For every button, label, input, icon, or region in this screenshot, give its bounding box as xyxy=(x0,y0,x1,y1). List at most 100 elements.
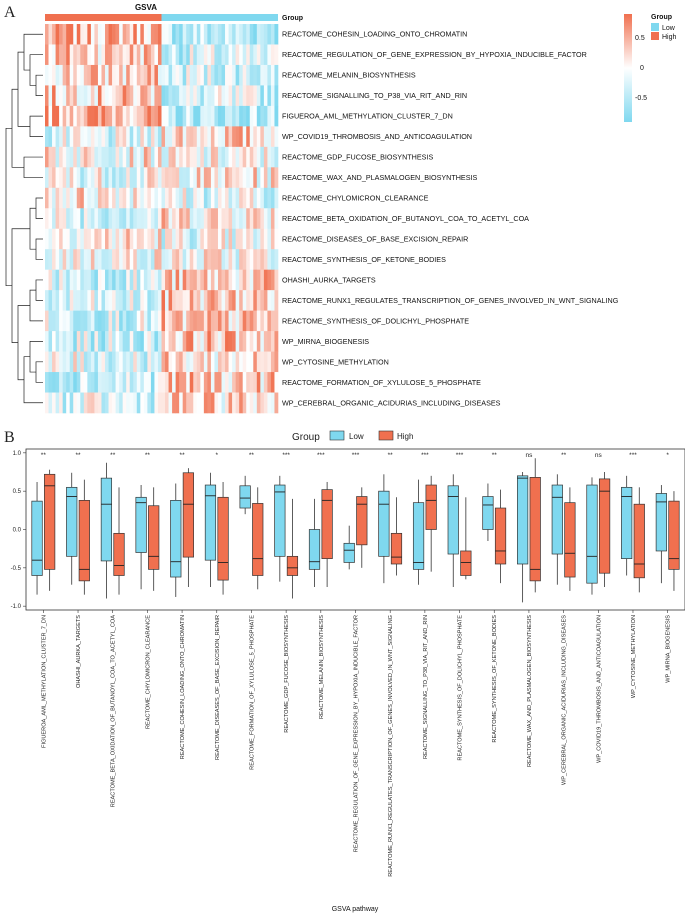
heatmap-cell xyxy=(112,269,116,291)
heatmap-cell xyxy=(73,208,78,230)
heatmap-cell xyxy=(256,269,261,291)
heatmap-cell xyxy=(232,351,236,373)
heatmap-cell xyxy=(122,24,127,45)
heatmap-cell xyxy=(270,44,275,66)
heatmap-cell xyxy=(179,290,183,311)
box-high xyxy=(633,487,645,593)
heatmap-cell xyxy=(76,85,81,107)
heatmap-cell xyxy=(274,331,279,352)
heatmap-cell xyxy=(221,310,226,332)
heatmap-cell xyxy=(242,146,247,168)
heatmap-cell xyxy=(147,310,152,332)
heatmap-cell xyxy=(270,24,275,45)
heatmap-cell xyxy=(175,331,180,352)
heatmap-cell xyxy=(214,85,219,107)
heatmap-cell xyxy=(150,392,155,414)
heatmap-cell xyxy=(242,249,247,270)
heatmap-cell xyxy=(274,290,279,311)
heatmap-cell xyxy=(200,228,205,250)
box-high xyxy=(598,472,611,587)
heatmap-cell xyxy=(165,290,169,311)
heatmap-cell xyxy=(210,187,215,209)
heatmap-cell xyxy=(274,167,279,189)
heatmap-cell xyxy=(256,64,261,86)
box-high xyxy=(321,481,333,587)
heatmap-cell xyxy=(228,105,233,127)
heatmap-cell xyxy=(90,126,95,148)
heatmap-cell xyxy=(253,126,258,148)
heatmap-cell xyxy=(133,228,138,250)
heatmap-legend-title: Group xyxy=(651,14,672,21)
heatmap-cell xyxy=(235,187,240,209)
boxplot-x-tick-labels: FIGUEROA_AML_METHYLATION_CLUSTER_7_DN OHA… xyxy=(41,610,672,877)
heatmap-cell xyxy=(172,44,176,66)
heatmap-cell xyxy=(73,228,78,250)
heatmap-cell xyxy=(76,249,81,270)
heatmap-cell xyxy=(52,372,56,393)
heatmap-cell xyxy=(165,249,169,270)
heatmap-cell xyxy=(105,146,109,168)
heatmap-cell xyxy=(66,269,71,291)
heatmap-cell xyxy=(193,249,198,270)
heatmap-cell xyxy=(136,44,141,66)
heatmap-cell xyxy=(239,331,243,352)
x-tick-label: WP_COVID19_THROMBOSIS_AND_ANTICOAGULATIO… xyxy=(596,615,602,763)
heatmap-cell xyxy=(210,228,215,250)
heatmap-cell xyxy=(249,208,254,230)
heatmap-cell xyxy=(242,228,247,250)
heatmap-cell xyxy=(256,290,261,311)
heatmap-cell xyxy=(136,269,141,291)
heatmap-cell xyxy=(55,310,60,332)
heatmap-cell xyxy=(105,290,109,311)
dendrogram-branch xyxy=(23,156,43,178)
heatmap-cell xyxy=(136,85,141,107)
heatmap-cell xyxy=(221,351,226,373)
heatmap-cell xyxy=(59,187,63,209)
heatmap-cell xyxy=(108,372,113,393)
heatmap-cell xyxy=(235,392,240,414)
heatmap-cell xyxy=(76,105,81,127)
heatmap-cell xyxy=(175,249,180,270)
heatmap-cell xyxy=(161,249,166,270)
heatmap-cell xyxy=(108,24,113,45)
heatmap-cell xyxy=(263,310,268,332)
heatmap-cell xyxy=(55,146,60,168)
heatmap-cell xyxy=(150,351,155,373)
heatmap-cell xyxy=(94,24,99,45)
heatmap-cell xyxy=(69,146,74,168)
heatmap-cell xyxy=(62,146,67,168)
box-iqr xyxy=(412,502,425,570)
heatmap-cell xyxy=(225,126,229,148)
heatmap-cell xyxy=(129,105,134,127)
heatmap-cell xyxy=(115,85,120,107)
heatmap-cell xyxy=(263,290,268,311)
heatmap-cell xyxy=(101,126,106,148)
heatmap-cell xyxy=(193,187,198,209)
heatmap-cell xyxy=(179,310,183,332)
heatmap-cell xyxy=(228,372,233,393)
heatmap-cell xyxy=(172,167,176,189)
heatmap-cell xyxy=(115,331,120,352)
heatmap-cell xyxy=(239,269,243,291)
heatmap-cell xyxy=(161,24,166,45)
heatmap-cell xyxy=(105,228,109,250)
heatmap-cell xyxy=(143,85,148,107)
heatmap-cell xyxy=(94,372,99,393)
heatmap-cell xyxy=(122,85,127,107)
heatmap-cell xyxy=(119,228,123,250)
row-dendrogram xyxy=(5,33,43,404)
heatmap-cell xyxy=(52,392,56,414)
heatmap-cell xyxy=(217,105,222,127)
heatmap-cell xyxy=(189,290,194,311)
heatmap-cell xyxy=(154,249,159,270)
box-high xyxy=(668,491,680,591)
heatmap-cell xyxy=(115,249,120,270)
heatmap-cell xyxy=(228,331,233,352)
heatmap-cell xyxy=(235,64,240,86)
heatmap-cell xyxy=(150,24,155,45)
heatmap-cell xyxy=(136,372,141,393)
heatmap-cell xyxy=(161,269,166,291)
heatmap-cell xyxy=(253,64,258,86)
heatmap-cell xyxy=(203,249,208,270)
heatmap-cell xyxy=(239,85,243,107)
